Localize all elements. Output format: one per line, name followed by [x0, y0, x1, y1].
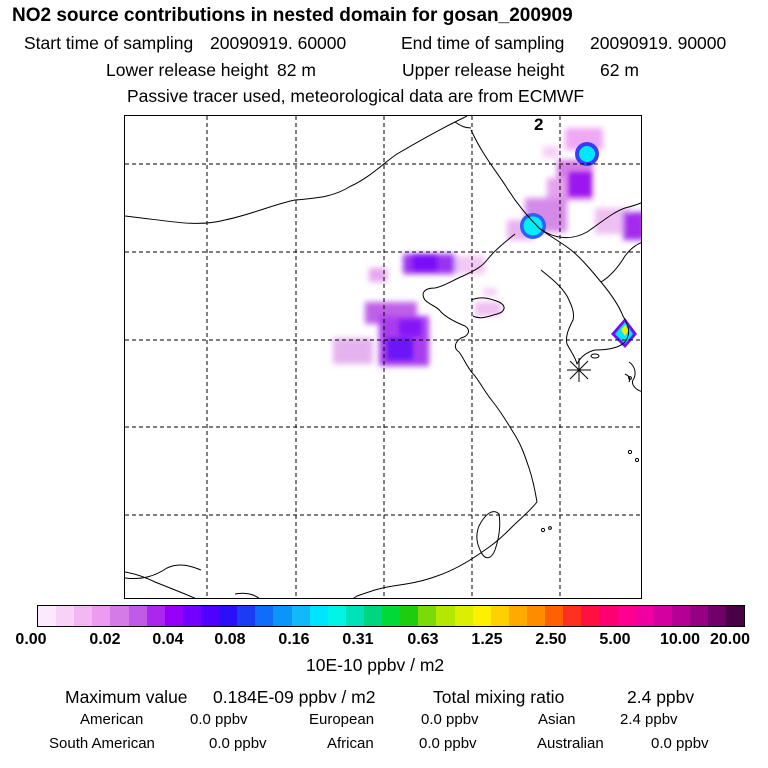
scale-tick-label: 0.04 — [152, 631, 184, 648]
color-scale-segment — [291, 606, 310, 626]
color-scale-segment — [653, 606, 672, 626]
color-scale-segment — [526, 606, 546, 626]
scale-tick-label: 0.00 — [15, 631, 47, 648]
color-scale-segment — [146, 606, 165, 626]
color-scale-segment — [454, 606, 473, 626]
region-value: 0.0 ppbv — [209, 735, 267, 752]
color-scale-segment — [128, 606, 147, 626]
end-time-value: 20090919. 90000 — [590, 33, 727, 53]
color-scale-segment — [237, 606, 256, 626]
receptor-site-marker — [567, 358, 591, 382]
scale-unit: 10E-10 ppbv / m2 — [306, 655, 445, 675]
region-name: European — [309, 711, 375, 728]
color-scale-segment — [508, 606, 527, 626]
color-scale-bar — [37, 605, 745, 627]
scale-tick-label: 0.16 — [278, 631, 310, 648]
total-mixing-value: 2.4 ppbv — [627, 687, 695, 707]
lower-release-label: Lower release height — [106, 60, 269, 80]
color-scale-segment — [418, 606, 437, 626]
color-scale-segment — [671, 606, 690, 626]
region-name: South American — [49, 735, 155, 752]
color-scale-segment — [689, 606, 709, 626]
scale-tick-label: 20.00 — [709, 631, 751, 648]
color-scale-segment — [599, 606, 618, 626]
region-name: Asian — [538, 711, 576, 728]
start-time-value: 20090919. 60000 — [210, 33, 347, 53]
color-scale-segment — [200, 606, 220, 626]
scale-tick-label: 10.00 — [659, 631, 701, 648]
start-time-label: Start time of sampling — [24, 33, 194, 53]
max-value: 0.184E-09 ppbv / m2 — [213, 687, 376, 707]
scale-tick-label: 0.31 — [342, 631, 374, 648]
panel-number: 2 — [534, 115, 544, 134]
color-scale-segment — [581, 606, 600, 626]
region-value: 0.0 ppbv — [190, 711, 248, 728]
color-scale-segment — [708, 606, 727, 626]
map-canvas — [125, 116, 641, 598]
color-scale-segment — [363, 606, 383, 626]
color-scale-segment — [563, 606, 582, 626]
color-scale-segment — [56, 606, 75, 626]
scale-tick-label: 1.25 — [471, 631, 503, 648]
color-scale-segment — [182, 606, 201, 626]
coastlines — [125, 116, 641, 598]
upper-release-value: 62 m — [600, 60, 639, 80]
region-name: Australian — [537, 735, 604, 752]
lat-lon-grid — [125, 116, 641, 598]
lower-release-value: 82 m — [277, 60, 316, 80]
scale-tick-label: 2.50 — [535, 631, 567, 648]
color-scale-segment — [110, 606, 129, 626]
region-value: 0.0 ppbv — [419, 735, 477, 752]
upper-release-label: Upper release height — [402, 60, 565, 80]
color-scale-segment — [273, 606, 292, 626]
color-scale-segment — [726, 606, 745, 626]
color-scale-segment — [382, 606, 401, 626]
end-time-label: End time of sampling — [401, 33, 565, 53]
concentration-plumes — [333, 128, 641, 366]
color-scale-segment — [164, 606, 183, 626]
map-panel: 2 — [124, 115, 642, 599]
map-title: NO2 source contributions in nested domai… — [12, 5, 573, 26]
color-scale-segment — [472, 606, 491, 626]
color-scale-segment — [400, 606, 419, 626]
region-value: 0.0 ppbv — [651, 735, 709, 752]
scale-tick-label: 0.02 — [89, 631, 121, 648]
color-scale-segment — [255, 606, 274, 626]
color-scale-segment — [490, 606, 509, 626]
color-scale-segment — [635, 606, 654, 626]
tracer-note: Passive tracer used, meteorological data… — [127, 86, 585, 106]
region-value: 2.4 ppbv — [620, 711, 678, 728]
scale-tick-label: 0.08 — [214, 631, 246, 648]
color-scale-segment — [92, 606, 111, 626]
color-scale-segment — [309, 606, 328, 626]
color-scale-segment — [436, 606, 455, 626]
region-value: 0.0 ppbv — [421, 711, 479, 728]
scale-tick-label: 0.63 — [407, 631, 439, 648]
max-value-label: Maximum value — [65, 687, 188, 707]
color-scale-segment — [219, 606, 238, 626]
color-scale-segment — [345, 606, 364, 626]
color-scale-segment — [545, 606, 564, 626]
region-name: African — [327, 735, 374, 752]
color-scale-segment — [74, 606, 93, 626]
color-scale-segment — [327, 606, 346, 626]
color-scale-segment — [617, 606, 636, 626]
scale-tick-label: 5.00 — [599, 631, 631, 648]
total-mixing-label: Total mixing ratio — [433, 687, 565, 707]
color-scale-segment — [38, 606, 57, 626]
region-name: American — [80, 711, 144, 728]
